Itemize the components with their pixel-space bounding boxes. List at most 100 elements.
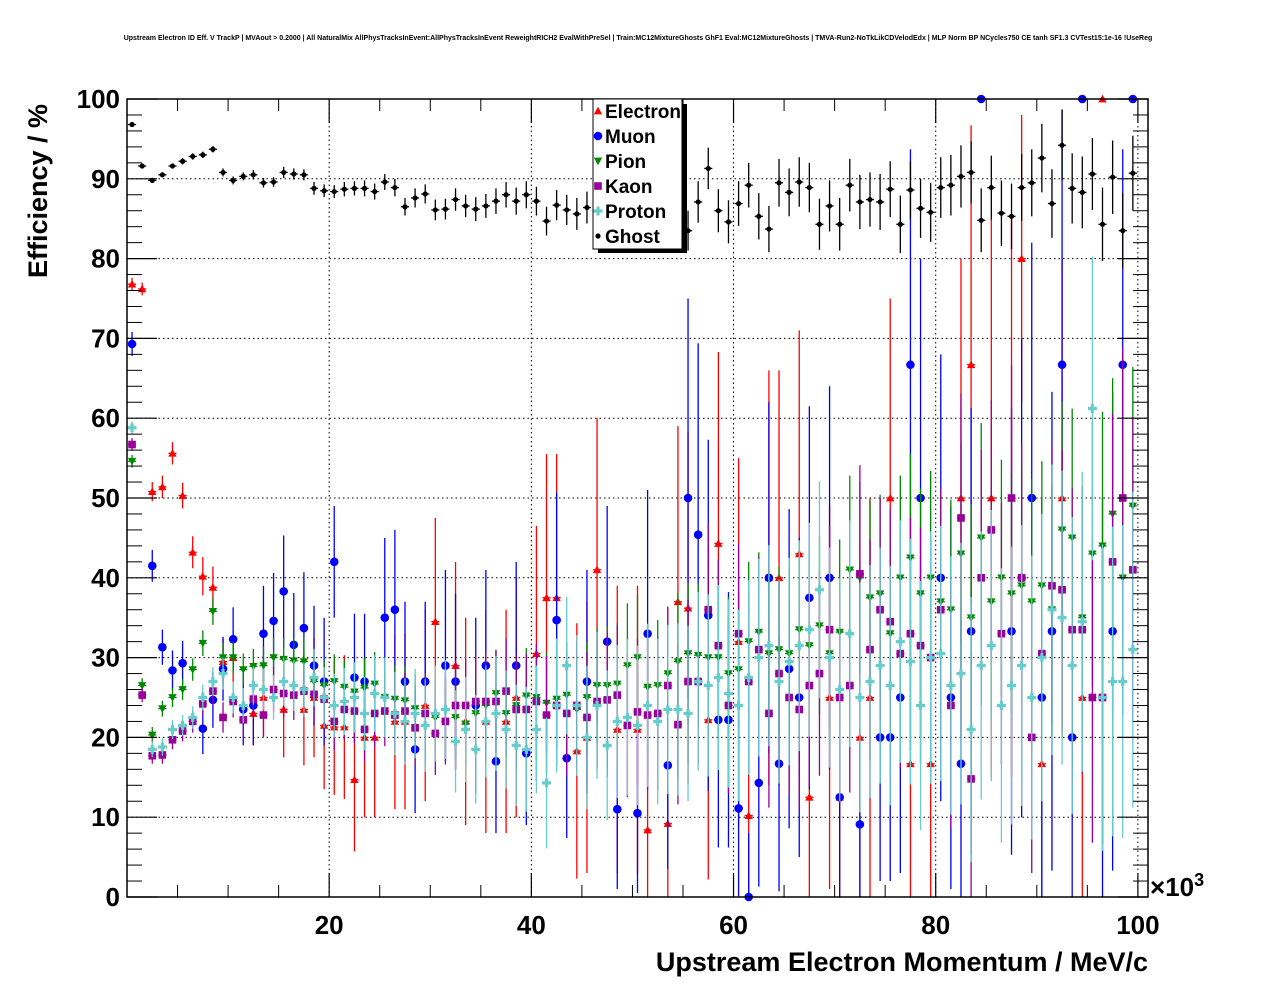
marker-bar [221, 669, 225, 679]
marker-triangle-up [714, 539, 723, 547]
data-point-proton [198, 684, 208, 711]
data-point-pion [158, 700, 167, 717]
marker-triangle-down [239, 666, 248, 674]
marker-cross [703, 681, 713, 691]
data-point-ghost [916, 178, 925, 238]
marker-bar [929, 653, 933, 663]
y-tick-labels: 0 10 20 30 40 50 60 70 80 90 100 [77, 84, 120, 912]
data-point-pion [188, 658, 197, 681]
data-point-ghost [744, 162, 753, 208]
marker-bar [484, 716, 488, 726]
marker-cross [663, 704, 673, 714]
marker-cross [814, 585, 824, 595]
marker-dot [250, 172, 256, 178]
marker-cross [329, 700, 339, 710]
data-point-ghost [997, 180, 1006, 246]
marker-triangle-up [1017, 254, 1026, 262]
marker-dot [584, 204, 590, 211]
data-point-proton [1057, 470, 1067, 765]
marker-dot [1130, 170, 1136, 176]
marker-circle [147, 561, 157, 571]
data-point-ghost [411, 188, 420, 208]
data-point-ghost [330, 185, 339, 198]
data-point-proton [147, 741, 157, 758]
marker-square [259, 711, 268, 719]
data-point-proton [248, 666, 258, 705]
data-point-proton [1077, 471, 1087, 772]
data-point-proton [734, 609, 744, 802]
data-point-proton [926, 531, 936, 784]
data-point-proton [663, 624, 673, 795]
marker-dot [301, 172, 307, 178]
data-point-proton [289, 659, 299, 712]
marker-dot [705, 165, 711, 172]
marker-cross [926, 653, 936, 663]
marker-dot [1039, 155, 1045, 161]
marker-bar [1040, 653, 1044, 663]
marker-dot [200, 152, 206, 158]
data-point-ghost [926, 182, 935, 242]
marker-dot [564, 207, 570, 213]
marker-bar [716, 673, 720, 683]
marker-circle [633, 808, 642, 818]
data-point-proton [531, 665, 541, 794]
marker-bar [130, 423, 134, 433]
marker-dot [442, 206, 449, 212]
marker-dot [857, 199, 863, 205]
legend-marker-square [594, 182, 602, 190]
data-point-proton [784, 557, 794, 766]
data-point-muon [744, 833, 753, 902]
data-point-ghost [754, 193, 763, 240]
marker-cross [511, 740, 521, 750]
data-point-ghost [1037, 123, 1046, 193]
marker-dot [169, 163, 176, 169]
marker-dot [877, 199, 883, 205]
marker-bar [656, 716, 660, 726]
marker-cross [228, 693, 238, 702]
data-point-proton [653, 638, 663, 805]
marker-bar [464, 724, 468, 734]
legend-label: Kaon [605, 177, 653, 198]
marker-bar [494, 708, 498, 718]
marker-cross [542, 778, 552, 788]
marker-cross [835, 685, 845, 695]
marker-cross [936, 649, 946, 659]
marker-bar [514, 740, 518, 750]
marker-bar [342, 696, 346, 706]
marker-cross [754, 653, 764, 663]
data-point-ghost [815, 198, 824, 250]
marker-dot [715, 208, 721, 214]
legend-label: Electron [605, 102, 681, 123]
marker-bar [989, 641, 993, 651]
legend-marker-triangle-down [593, 157, 603, 166]
y-tick-label: 100 [77, 84, 120, 114]
data-point-proton [349, 662, 359, 733]
marker-bar [1070, 661, 1074, 671]
data-point-pion [178, 679, 187, 700]
marker-cross [683, 708, 693, 718]
marker-dot [786, 189, 792, 195]
marker-dot [533, 198, 540, 204]
marker-cross [127, 423, 137, 433]
marker-dot [361, 185, 368, 191]
marker-circle [683, 493, 693, 503]
data-point-electron [198, 557, 208, 596]
marker-circle [693, 530, 703, 540]
data-point-proton [521, 687, 531, 812]
marker-bar [686, 708, 690, 718]
legend-label: Ghost [605, 227, 661, 248]
marker-bar [413, 708, 417, 718]
marker-bar [1111, 677, 1115, 687]
data-point-ghost [158, 172, 167, 178]
data-point-ghost [734, 181, 743, 226]
data-point-ghost [956, 145, 966, 208]
marker-dot [543, 218, 550, 224]
data-point-ghost [1047, 169, 1057, 238]
data-point-ghost [967, 141, 976, 204]
marker-triangle-down [127, 457, 137, 466]
marker-circle [299, 623, 309, 633]
data-point-ghost [249, 170, 258, 180]
marker-cross [248, 681, 258, 691]
data-point-proton [825, 547, 835, 768]
